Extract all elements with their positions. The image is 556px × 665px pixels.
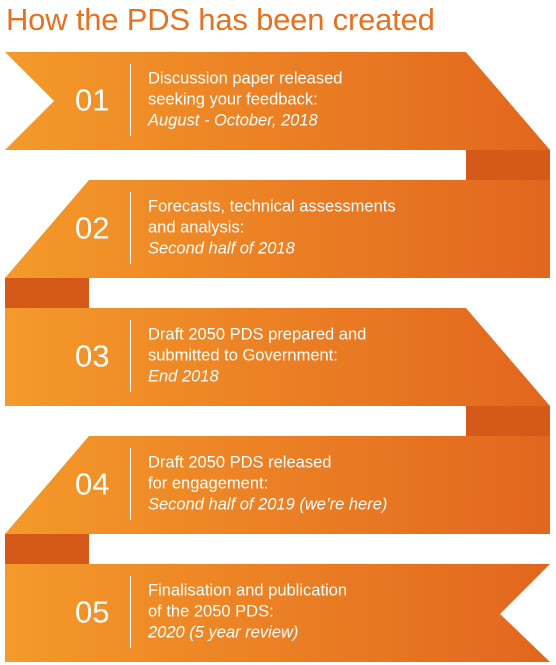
step-number: 03: [75, 338, 110, 374]
ribbon-3: [5, 308, 550, 406]
step-03: 03 Draft 2050 PDS prepared and submitted…: [0, 308, 556, 404]
fold-tab-3: [466, 406, 550, 436]
step-line: Draft 2050 PDS prepared and: [148, 325, 367, 344]
ribbon-4: [5, 436, 550, 534]
step-date: Second half of 2018: [148, 239, 295, 258]
fold-tab-1: [466, 150, 550, 180]
ribbon-2: [5, 180, 550, 278]
step-01: 01 Discussion paper released seeking you…: [0, 52, 556, 148]
step-line: Draft 2050 PDS released: [148, 453, 332, 472]
step-line: Finalisation and publication: [148, 581, 348, 600]
step-description: Draft 2050 PDS released for engagement: …: [148, 453, 387, 516]
step-divider: [130, 448, 131, 520]
ribbon-5: [5, 564, 550, 662]
step-divider: [130, 320, 131, 392]
step-date: End 2018: [148, 367, 219, 386]
step-number: 01: [75, 82, 110, 118]
step-04: 04 Draft 2050 PDS released for engagemen…: [0, 436, 556, 532]
fold-tab-2: [5, 278, 89, 308]
step-line: for engagement:: [148, 474, 269, 493]
step-date: August - October, 2018: [148, 111, 318, 130]
step-date: Second half of 2019 (we’re here): [148, 495, 388, 514]
step-line: and analysis:: [148, 218, 245, 237]
page-title: How the PDS has been created: [6, 2, 435, 37]
step-line: Forecasts, technical assessments: [148, 197, 396, 216]
step-description: Draft 2050 PDS prepared and submitted to…: [148, 325, 366, 388]
step-description: Finalisation and publication of the 2050…: [148, 581, 347, 644]
step-description: Discussion paper released seeking your f…: [148, 69, 342, 132]
step-number: 05: [75, 594, 110, 630]
step-number: 04: [75, 466, 110, 502]
step-line: submitted to Government:: [148, 346, 338, 365]
ribbon-1: [5, 52, 550, 150]
step-line: of the 2050 PDS:: [148, 602, 274, 621]
step-02: 02 Forecasts, technical assessments and …: [0, 180, 556, 276]
step-05: 05 Finalisation and publication of the 2…: [0, 564, 556, 660]
step-divider: [130, 576, 131, 648]
step-number: 02: [75, 210, 110, 246]
step-line: seeking your feedback:: [148, 90, 318, 109]
step-divider: [130, 64, 131, 136]
step-description: Forecasts, technical assessments and ana…: [148, 197, 396, 260]
step-divider: [130, 192, 131, 264]
step-date: 2020 (5 year review): [148, 623, 299, 642]
step-line: Discussion paper released: [148, 69, 343, 88]
fold-tab-4: [5, 534, 89, 564]
